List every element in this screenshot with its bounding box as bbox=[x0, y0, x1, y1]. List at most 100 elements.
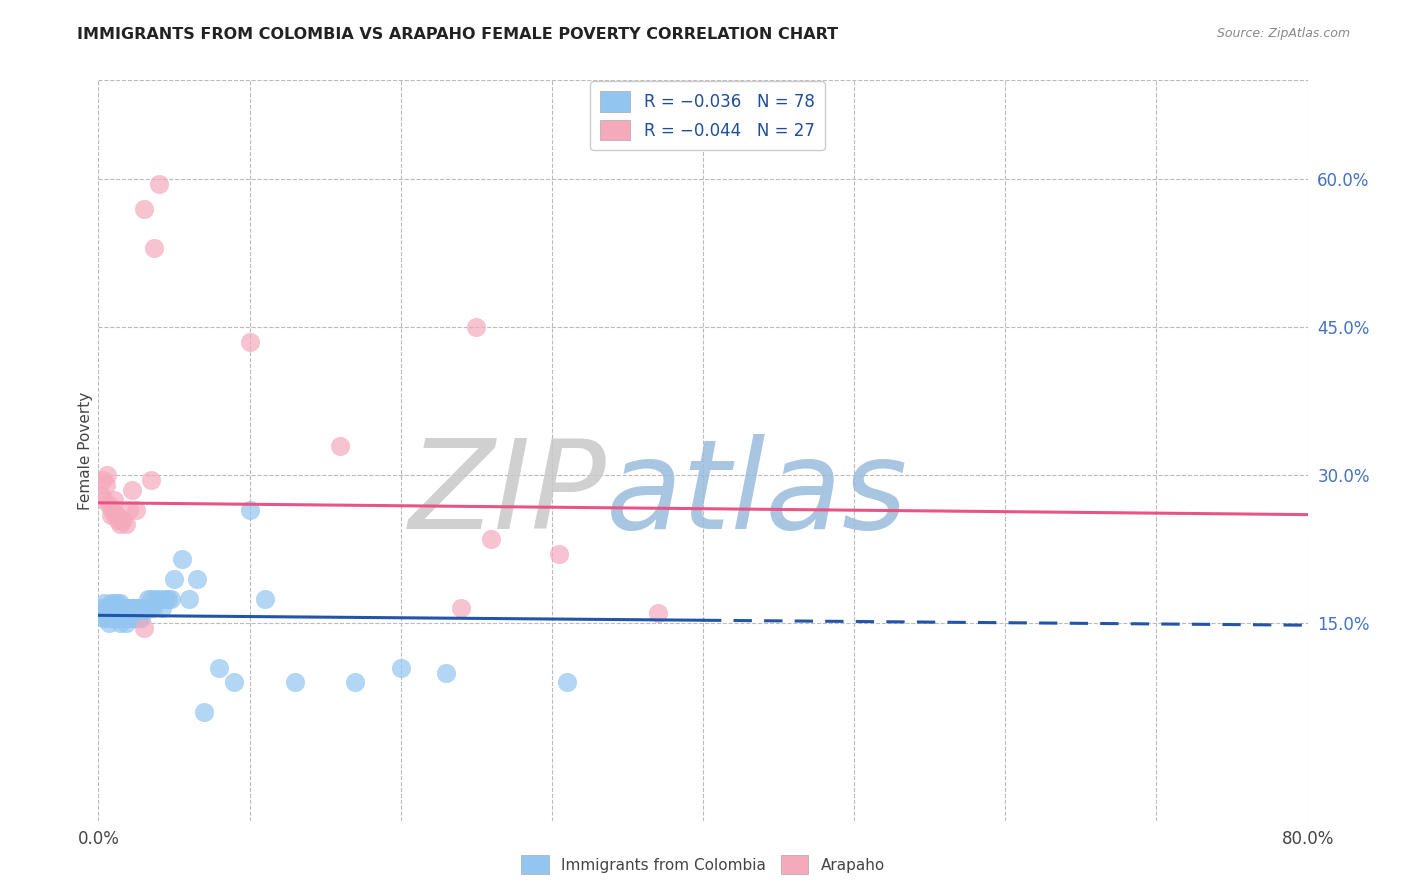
Point bbox=[128, 611, 150, 625]
Point bbox=[91, 473, 114, 487]
Point bbox=[124, 611, 146, 625]
Point bbox=[108, 616, 131, 631]
Point bbox=[120, 601, 142, 615]
Legend: Immigrants from Colombia, Arapaho: Immigrants from Colombia, Arapaho bbox=[515, 849, 891, 880]
Point bbox=[103, 611, 125, 625]
Point bbox=[224, 675, 246, 690]
Point bbox=[239, 334, 262, 349]
Point bbox=[104, 601, 127, 615]
Point bbox=[96, 601, 118, 615]
Point bbox=[156, 591, 179, 606]
Point bbox=[153, 591, 176, 606]
Point bbox=[450, 601, 472, 615]
Point bbox=[122, 611, 145, 625]
Point bbox=[94, 611, 117, 625]
Point bbox=[186, 572, 208, 586]
Legend: R = −0.036   N = 78, R = −0.044   N = 27: R = −0.036 N = 78, R = −0.044 N = 27 bbox=[591, 81, 825, 150]
Point bbox=[101, 601, 124, 615]
Point bbox=[193, 705, 215, 719]
Point bbox=[481, 533, 503, 547]
Point bbox=[139, 601, 162, 615]
Point bbox=[239, 502, 262, 516]
Point bbox=[465, 320, 488, 334]
Point bbox=[127, 601, 149, 615]
Point bbox=[107, 607, 129, 621]
Point bbox=[122, 607, 145, 621]
Point bbox=[179, 591, 201, 606]
Text: ZIP: ZIP bbox=[408, 434, 606, 556]
Point bbox=[129, 611, 152, 625]
Point bbox=[131, 601, 153, 615]
Point bbox=[111, 601, 134, 615]
Y-axis label: Female Poverty: Female Poverty bbox=[77, 392, 93, 509]
Point bbox=[101, 607, 124, 621]
Point bbox=[107, 512, 129, 526]
Point bbox=[208, 660, 231, 674]
Text: Source: ZipAtlas.com: Source: ZipAtlas.com bbox=[1216, 27, 1350, 40]
Point bbox=[101, 502, 124, 516]
Point bbox=[112, 601, 135, 615]
Point bbox=[434, 665, 457, 680]
Point bbox=[103, 492, 125, 507]
Point bbox=[114, 616, 136, 631]
Point bbox=[135, 601, 157, 615]
Point bbox=[125, 502, 148, 516]
Point bbox=[548, 547, 571, 561]
Point bbox=[134, 601, 156, 615]
Point bbox=[132, 621, 155, 635]
Point bbox=[118, 601, 141, 615]
Point bbox=[136, 591, 159, 606]
Point bbox=[160, 591, 183, 606]
Point bbox=[110, 601, 132, 615]
Point bbox=[115, 611, 138, 625]
Point bbox=[104, 508, 127, 522]
Point bbox=[105, 597, 128, 611]
Point bbox=[124, 601, 146, 615]
Point bbox=[98, 601, 121, 615]
Point bbox=[114, 601, 136, 615]
Point bbox=[148, 177, 170, 191]
Point bbox=[100, 508, 122, 522]
Point bbox=[118, 502, 141, 516]
Point bbox=[143, 241, 166, 255]
Point bbox=[111, 512, 134, 526]
Point bbox=[93, 492, 115, 507]
Point bbox=[98, 498, 121, 512]
Text: IMMIGRANTS FROM COLOMBIA VS ARAPAHO FEMALE POVERTY CORRELATION CHART: IMMIGRANTS FROM COLOMBIA VS ARAPAHO FEMA… bbox=[77, 27, 838, 42]
Point bbox=[125, 611, 148, 625]
Point bbox=[329, 438, 352, 452]
Point bbox=[90, 488, 112, 502]
Point bbox=[103, 597, 125, 611]
Point bbox=[145, 591, 167, 606]
Point bbox=[100, 611, 122, 625]
Point bbox=[170, 552, 193, 566]
Point bbox=[100, 597, 122, 611]
Point bbox=[115, 601, 138, 615]
Point bbox=[647, 607, 669, 621]
Point bbox=[129, 601, 152, 615]
Point bbox=[150, 601, 173, 615]
Point bbox=[132, 202, 155, 216]
Point bbox=[128, 601, 150, 615]
Point bbox=[112, 611, 135, 625]
Point bbox=[127, 611, 149, 625]
Point bbox=[105, 611, 128, 625]
Point bbox=[105, 508, 128, 522]
Point bbox=[555, 675, 578, 690]
Point bbox=[344, 675, 367, 690]
Point bbox=[284, 675, 307, 690]
Point bbox=[163, 572, 186, 586]
Point bbox=[132, 601, 155, 615]
Point bbox=[93, 597, 115, 611]
Point bbox=[141, 591, 163, 606]
Point bbox=[91, 611, 114, 625]
Point bbox=[142, 601, 165, 615]
Point bbox=[94, 607, 117, 621]
Point bbox=[121, 611, 143, 625]
Point bbox=[94, 478, 117, 492]
Point bbox=[253, 591, 276, 606]
Point bbox=[111, 607, 134, 621]
Point bbox=[96, 468, 118, 483]
Point bbox=[121, 483, 143, 497]
Point bbox=[121, 601, 143, 615]
